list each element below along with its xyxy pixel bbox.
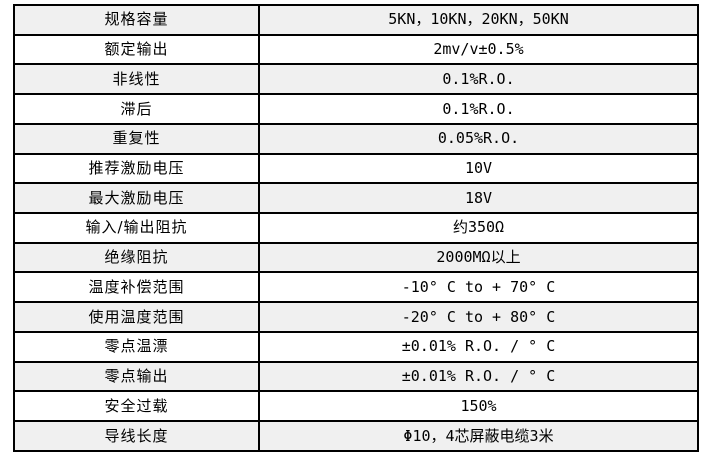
spec-value: ±0.01% R.O. / ° C	[258, 330, 699, 363]
spec-value: 0.1%R.O.	[258, 93, 699, 125]
table-row: 输入/输出阻抗 约350Ω	[13, 212, 699, 244]
spec-label: 零点输出	[13, 360, 260, 393]
table-row: 额定输出 2mv/v±0.5%	[13, 33, 699, 66]
spec-table-body: 规格容量 5KN，10KN，20KN，50KN 额定输出 2mv/v±0.5% …	[13, 4, 699, 452]
spec-value: 0.05%R.O.	[258, 122, 699, 155]
spec-label: 输入/输出阻抗	[13, 212, 260, 244]
table-row: 重复性 0.05%R.O.	[13, 122, 699, 155]
spec-value: -20° C to + 80° C	[258, 301, 699, 333]
table-row: 最大激励电压 18V	[13, 182, 699, 215]
table-row: 绝缘阻抗 2000MΩ以上	[13, 241, 699, 274]
spec-label: 安全过载	[13, 390, 260, 423]
spec-value: ±0.01% R.O. / ° C	[258, 360, 699, 393]
spec-value: 150%	[258, 390, 699, 423]
table-row: 滞后 0.1%R.O.	[13, 93, 699, 125]
spec-label: 使用温度范围	[13, 301, 260, 333]
spec-value: 5KN，10KN，20KN，50KN	[258, 4, 699, 36]
spec-label: 绝缘阻抗	[13, 241, 260, 274]
spec-value: 2mv/v±0.5%	[258, 33, 699, 66]
spec-label: 非线性	[13, 63, 260, 96]
spec-label: 最大激励电压	[13, 182, 260, 215]
spec-label: 规格容量	[13, 4, 260, 36]
table-row: 温度补偿范围 -10° C to + 70° C	[13, 271, 699, 304]
table-row: 安全过载 150%	[13, 390, 699, 423]
table-row: 规格容量 5KN，10KN，20KN，50KN	[13, 4, 699, 36]
spec-label: 推荐激励电压	[13, 152, 260, 185]
spec-value: Φ10，4芯屏蔽电缆3米	[258, 420, 699, 452]
spec-value: 10V	[258, 152, 699, 185]
spec-label: 重复性	[13, 122, 260, 155]
spec-value: 0.1%R.O.	[258, 63, 699, 96]
spec-label: 温度补偿范围	[13, 271, 260, 304]
table-row: 导线长度 Φ10，4芯屏蔽电缆3米	[13, 420, 699, 452]
spec-value: 约350Ω	[258, 212, 699, 244]
spec-value: 2000MΩ以上	[258, 241, 699, 274]
spec-value: 18V	[258, 182, 699, 215]
table-row: 非线性 0.1%R.O.	[13, 63, 699, 96]
spec-label: 零点温漂	[13, 330, 260, 363]
spec-label: 滞后	[13, 93, 260, 125]
spec-label: 额定输出	[13, 33, 260, 66]
spec-value: -10° C to + 70° C	[258, 271, 699, 304]
spec-label: 导线长度	[13, 420, 260, 452]
table-row: 零点输出 ±0.01% R.O. / ° C	[13, 360, 699, 393]
table-row: 使用温度范围 -20° C to + 80° C	[13, 301, 699, 333]
table-row: 推荐激励电压 10V	[13, 152, 699, 185]
spec-table: 规格容量 5KN，10KN，20KN，50KN 额定输出 2mv/v±0.5% …	[13, 4, 699, 452]
table-row: 零点温漂 ±0.01% R.O. / ° C	[13, 330, 699, 363]
